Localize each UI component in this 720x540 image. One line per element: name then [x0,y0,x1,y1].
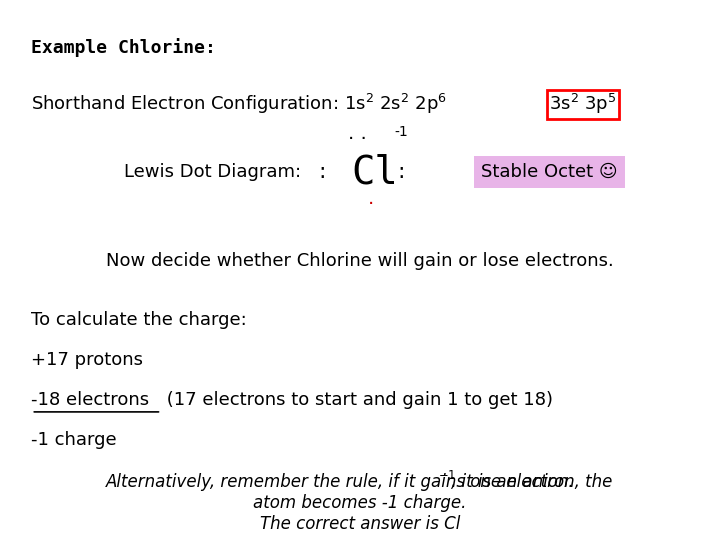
Text: Cl: Cl [351,153,397,191]
Text: -18 electrons: -18 electrons [32,391,150,409]
Text: 3s$^2$ 3p$^5$: 3s$^2$ 3p$^5$ [549,92,616,117]
Text: :: : [318,162,326,182]
Text: :: : [397,162,405,182]
Text: Stable Octet ☺: Stable Octet ☺ [482,163,618,181]
Text: · ·: · · [348,130,366,149]
Text: Example Chlorine:: Example Chlorine: [32,38,216,57]
Text: Now decide whether Chlorine will gain or lose electrons.: Now decide whether Chlorine will gain or… [106,252,614,269]
Text: -1 charge: -1 charge [32,431,117,449]
Text: -1: -1 [395,125,408,139]
Text: , it is an anion.: , it is an anion. [451,473,574,491]
Text: $^{-1}$: $^{-1}$ [438,471,456,489]
Text: Shorthand Electron Configuration: 1s$^2$ 2s$^2$ 2p$^6$: Shorthand Electron Configuration: 1s$^2$… [32,92,449,117]
Text: Alternatively, remember the rule, if it gains one electron, the
atom becomes -1 : Alternatively, remember the rule, if it … [107,473,613,533]
Text: To calculate the charge:: To calculate the charge: [32,312,247,329]
Text: +17 protons: +17 protons [32,351,143,369]
Text: ·: · [369,195,374,214]
Text: Lewis Dot Diagram:: Lewis Dot Diagram: [125,163,302,181]
Text: (17 electrons to start and gain 1 to get 18): (17 electrons to start and gain 1 to get… [161,391,554,409]
